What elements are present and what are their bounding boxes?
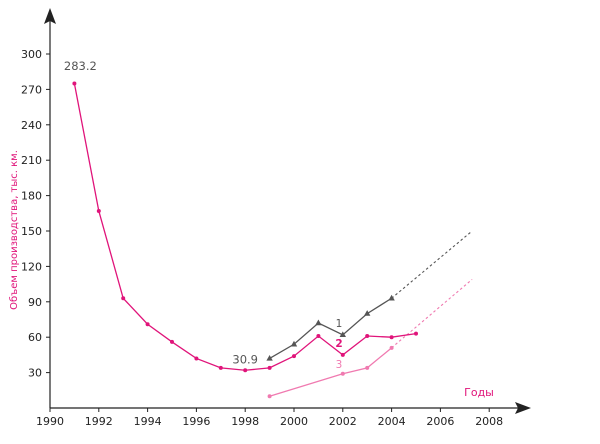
series-2-point [218, 365, 223, 370]
y-tick-label: 180 [21, 190, 42, 203]
x-axis-label: Годы [464, 386, 494, 399]
x-tick-label: 1996 [182, 415, 210, 428]
series-1-point [266, 354, 273, 361]
y-tick-label: 90 [28, 296, 42, 309]
series-3-point [365, 365, 370, 370]
series-2-point [389, 335, 394, 340]
series-lines [73, 83, 417, 397]
series-2-point [194, 356, 199, 361]
y-tick-label: 150 [21, 225, 42, 238]
y-tick-label: 30 [28, 367, 42, 380]
series-2-line [73, 83, 417, 371]
series-1-trend-line [391, 230, 473, 299]
series-2-point [145, 322, 150, 327]
series-3-point [267, 394, 272, 399]
y-axis-arrow-icon [44, 8, 56, 24]
value-annotation: 283.2 [64, 59, 97, 73]
y-tick-label: 240 [21, 119, 42, 132]
x-tick-label: 2008 [475, 415, 503, 428]
x-tick-label: 2004 [378, 415, 406, 428]
series-2-point [316, 334, 321, 339]
x-tick-label: 1998 [231, 415, 259, 428]
series-1-point [364, 310, 371, 316]
x-tick-label: 1994 [134, 415, 162, 428]
y-tick-label: 270 [21, 83, 42, 96]
series-1-line [269, 297, 392, 360]
x-tick-label: 1992 [85, 415, 113, 428]
series-2-number-label: 2 [335, 338, 342, 350]
series-3-number-label: 3 [336, 359, 343, 371]
trend-lines [391, 230, 473, 349]
series-2-point [340, 352, 345, 357]
series-2-point [170, 339, 174, 344]
series-labels: 1 2 3 [335, 318, 342, 371]
x-tick-label: 2000 [280, 415, 308, 428]
y-tick-label: 120 [21, 260, 42, 273]
y-axis-label: Объем производства, тыс. км. [9, 150, 20, 310]
series-2-point [72, 81, 77, 86]
series-1-point [290, 340, 298, 347]
series-1-point [315, 319, 322, 326]
series-1-point [339, 331, 346, 338]
y-tick-label: 210 [21, 154, 42, 167]
series-1-number-label: 1 [336, 318, 343, 330]
series-2-point [96, 208, 101, 213]
series-3-trend-line [391, 278, 473, 349]
series-2-point [243, 368, 248, 373]
annotations: 283.2 30.9 [64, 59, 258, 367]
x-axis-arrow-icon [515, 402, 531, 414]
series-2-point [121, 296, 126, 301]
y-tick-label: 60 [28, 331, 42, 344]
x-tick-label: 2006 [426, 415, 454, 428]
series-3-point [340, 371, 345, 376]
axes [44, 8, 531, 414]
x-tick-label: 1990 [36, 415, 64, 428]
series-2-point [365, 334, 370, 339]
series-markers [72, 81, 418, 399]
series-2-point [292, 354, 296, 359]
series-2-point [267, 365, 272, 370]
value-annotation: 30.9 [232, 353, 258, 367]
x-tick-label: 2002 [329, 415, 357, 428]
y-tick-label: 300 [21, 48, 42, 61]
series-3-line [269, 347, 393, 397]
series-1-point [388, 294, 395, 301]
series-2-point [414, 331, 418, 336]
series-3-point [389, 345, 394, 350]
axis-ticks: 1990 1992 1994 1996 1998 2000 2002 2004 2006 2008… [21, 48, 503, 428]
